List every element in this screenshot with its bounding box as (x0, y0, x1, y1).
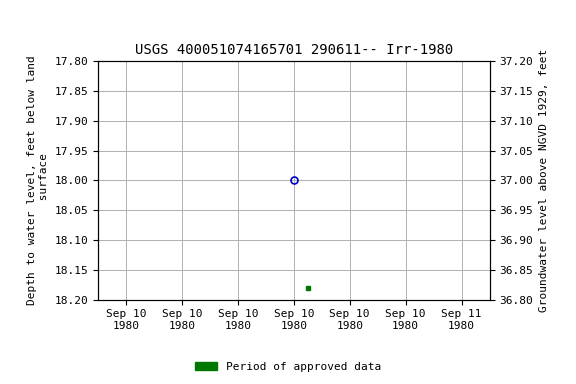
Legend: Period of approved data: Period of approved data (191, 358, 385, 377)
Title: USGS 400051074165701 290611-- Irr-1980: USGS 400051074165701 290611-- Irr-1980 (135, 43, 453, 58)
Y-axis label: Groundwater level above NGVD 1929, feet: Groundwater level above NGVD 1929, feet (539, 49, 548, 312)
Y-axis label: Depth to water level, feet below land
 surface: Depth to water level, feet below land su… (27, 56, 49, 305)
